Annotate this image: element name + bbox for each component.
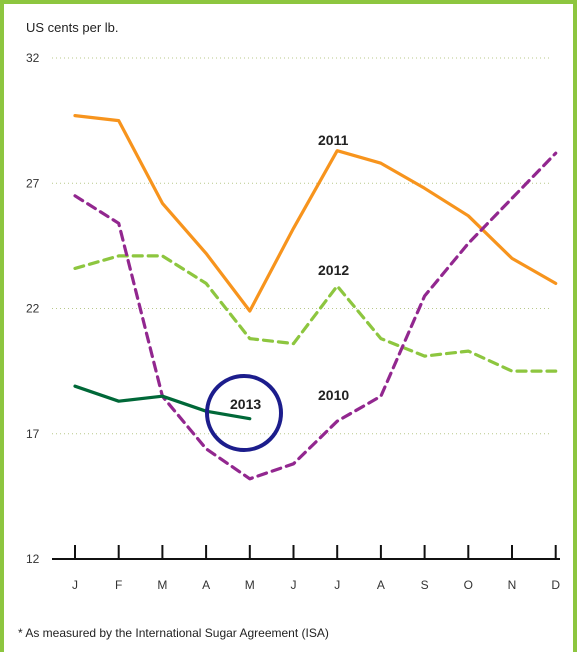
x-tick-label: M xyxy=(245,578,255,592)
y-tick-label: 27 xyxy=(26,176,40,190)
x-tick-label: A xyxy=(202,578,210,592)
series-line-2012 xyxy=(73,254,558,373)
x-tick-label: J xyxy=(72,578,78,592)
y-tick-label: 22 xyxy=(26,302,40,316)
series-line-2010 xyxy=(73,151,558,481)
x-tick-label: D xyxy=(551,578,560,592)
y-axis-label: US cents per lb. xyxy=(26,20,119,35)
x-tick-label: S xyxy=(421,578,429,592)
series-line-2013 xyxy=(73,384,252,421)
series-label-2013: 2013 xyxy=(230,396,261,412)
series-label-2010: 2010 xyxy=(318,387,349,403)
x-tick-label: A xyxy=(377,578,385,592)
series-label-2011: 2011 xyxy=(318,132,349,148)
x-tick-label: M xyxy=(157,578,167,592)
series-label-2012: 2012 xyxy=(318,262,349,278)
x-tick-label: N xyxy=(508,578,517,592)
series-line-2011 xyxy=(73,113,558,313)
y-tick-label: 17 xyxy=(26,427,40,441)
x-tick-label: J xyxy=(334,578,340,592)
highlight-circle xyxy=(205,374,283,452)
x-tick-label: F xyxy=(115,578,122,592)
x-tick-label: J xyxy=(291,578,297,592)
x-tick-label: O xyxy=(464,578,473,592)
y-tick-label: 12 xyxy=(26,552,40,566)
y-tick-label: 32 xyxy=(26,51,40,65)
footnote: * As measured by the International Sugar… xyxy=(18,626,329,640)
